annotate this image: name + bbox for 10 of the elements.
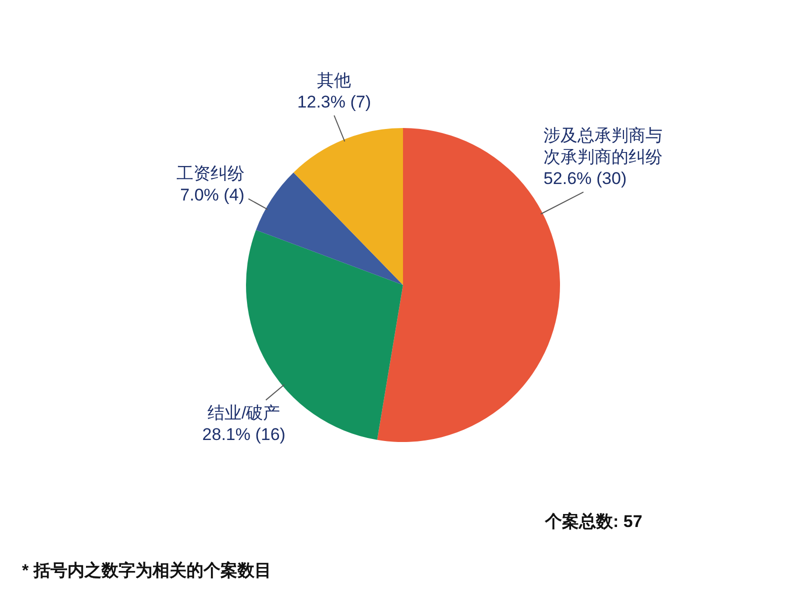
data-label: 7.0% (4) xyxy=(180,186,244,205)
slice-label: 涉及总承判商与次承判商的纠纷 xyxy=(543,126,662,166)
data-label: 28.1% (16) xyxy=(202,424,286,444)
slice-label: 工资纠纷 xyxy=(176,164,244,184)
data-label: 12.3% (7) xyxy=(297,92,371,112)
text: * 括号内之数字为相关的个案数目 xyxy=(22,561,272,581)
text: 个案总数: 57 xyxy=(545,512,642,532)
slice-label: 结业/破产 xyxy=(208,403,280,422)
data-label: 52.6% (30) xyxy=(543,168,627,188)
slice-label: 其他 xyxy=(317,70,352,90)
